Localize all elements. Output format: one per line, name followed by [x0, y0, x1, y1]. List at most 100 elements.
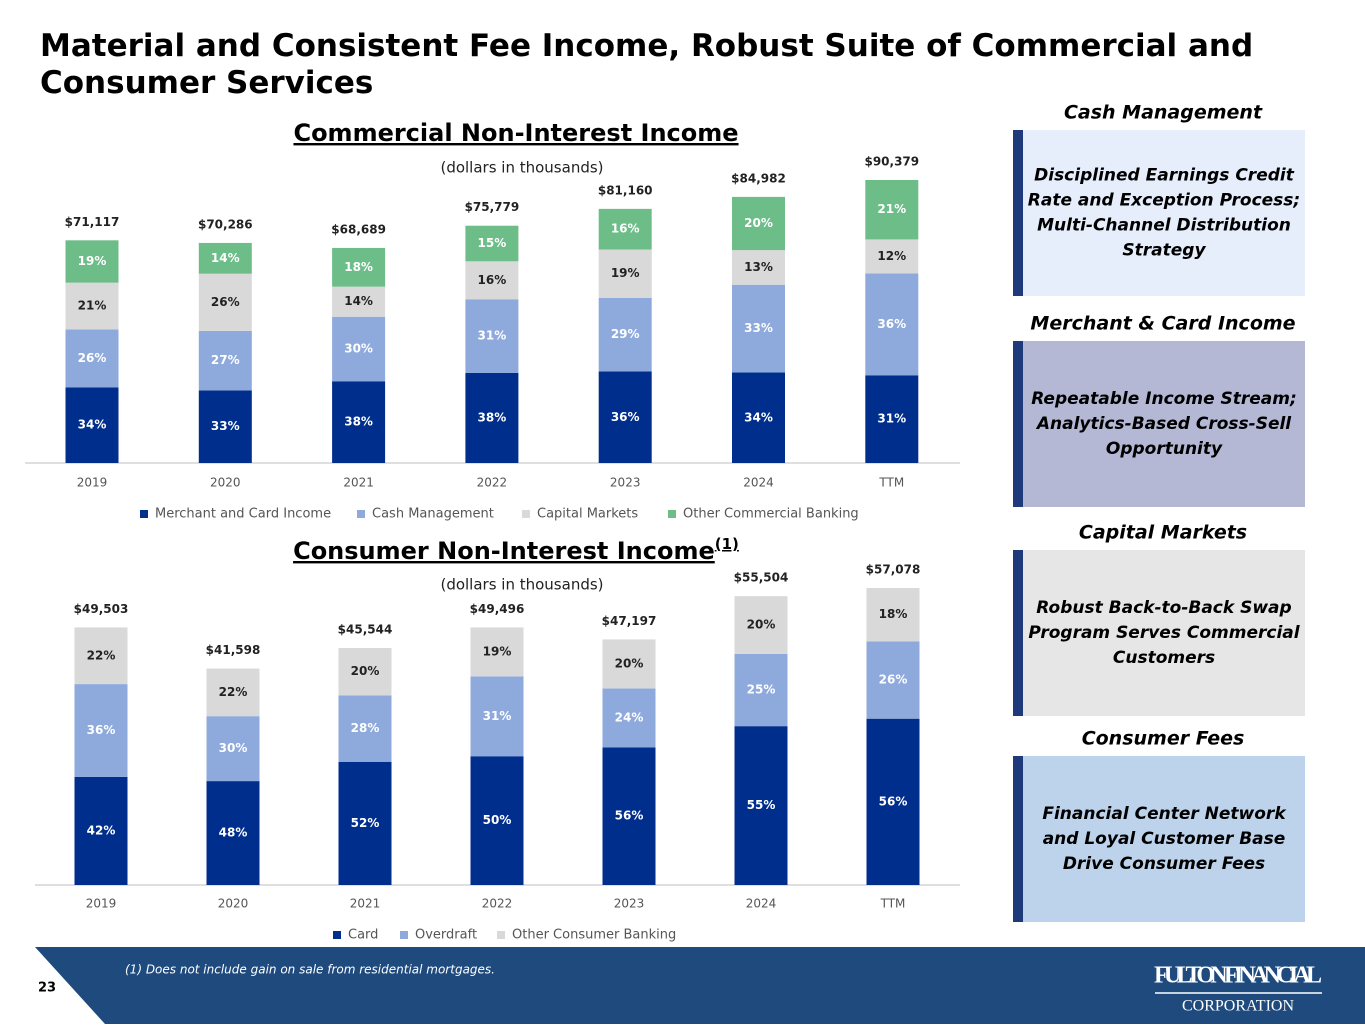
- chart-title: Commercial Non-Interest Income: [293, 119, 738, 147]
- bar-segment: [338, 761, 392, 885]
- bar-segment: [74, 684, 128, 777]
- total-label: $84,982: [731, 171, 786, 185]
- legend-swatch: [333, 931, 341, 939]
- total-label: $68,689: [331, 222, 386, 236]
- bar-segment: [332, 286, 386, 317]
- bar-segment: [732, 196, 785, 251]
- bar-segment: [332, 381, 386, 463]
- footer-band: [35, 947, 1365, 1024]
- logo-name: FULTON FINANCIAL: [1154, 963, 1322, 989]
- value-label: 20%: [615, 656, 644, 670]
- panel-text: Opportunity: [1106, 439, 1223, 459]
- bar-segment: [865, 273, 919, 376]
- value-label: 28%: [351, 721, 380, 735]
- value-label: 18%: [344, 260, 373, 274]
- x-tick-label: 2024: [743, 476, 774, 490]
- bar-segment: [332, 316, 386, 382]
- bar-segment: [598, 249, 652, 298]
- value-label: 21%: [877, 202, 906, 216]
- panel-heading: Capital Markets: [1079, 522, 1247, 544]
- value-label: 20%: [744, 216, 773, 230]
- bar-segment: [65, 387, 119, 463]
- bar-segment: [865, 239, 919, 274]
- panel-heading: Merchant & Card Income: [1030, 313, 1295, 335]
- value-label: 42%: [87, 823, 116, 837]
- legend-swatch: [497, 931, 505, 939]
- value-label: 34%: [744, 410, 773, 424]
- bar-segment: [732, 284, 785, 373]
- x-tick-label: 2022: [477, 476, 508, 490]
- value-label: 19%: [78, 254, 107, 268]
- value-label: 36%: [87, 723, 116, 737]
- value-label: 27%: [211, 353, 240, 367]
- bar-segment: [732, 372, 785, 463]
- x-tick-label: 2022: [482, 897, 513, 911]
- panel-accent: [1013, 756, 1023, 922]
- chart-title: Consumer Non-Interest Income(1): [293, 535, 739, 566]
- x-tick-label: 2021: [350, 897, 381, 911]
- x-tick-label: 2023: [610, 476, 641, 490]
- bar-segment: [734, 596, 788, 654]
- value-label: 20%: [747, 618, 776, 632]
- panel-accent: [1013, 550, 1023, 716]
- bar-segment: [602, 688, 656, 748]
- value-label: 24%: [615, 711, 644, 725]
- x-tick-label: 2019: [86, 897, 117, 911]
- value-label: 25%: [747, 683, 776, 697]
- value-label: 56%: [879, 794, 908, 808]
- x-tick-label: TTM: [878, 476, 904, 490]
- bar-segment: [598, 297, 652, 372]
- panel-box: [1013, 341, 1305, 507]
- total-label: $75,779: [465, 200, 520, 214]
- bar-segment: [338, 695, 392, 762]
- total-label: $70,286: [198, 217, 253, 231]
- total-label: $90,379: [864, 155, 919, 169]
- value-label: 38%: [478, 410, 507, 424]
- legend-swatch: [522, 510, 530, 518]
- bar-segment: [465, 299, 519, 373]
- panel-box: [1013, 756, 1305, 922]
- panel-text: Disciplined Earnings Credit: [1034, 166, 1295, 186]
- chart-subtitle: (dollars in thousands): [440, 159, 603, 177]
- value-label: 22%: [219, 685, 248, 699]
- slide-title: Material and Consistent Fee Income, Robu…: [40, 28, 1253, 101]
- panel-text: Financial Center Network: [1042, 804, 1287, 824]
- bar-segment: [470, 676, 524, 757]
- panel-box: [1013, 130, 1305, 296]
- legend-label: Overdraft: [415, 928, 477, 943]
- legend-swatch: [140, 510, 148, 518]
- legend-swatch: [400, 931, 408, 939]
- panel-box: [1013, 550, 1305, 716]
- x-tick-label: TTM: [880, 897, 906, 911]
- value-label: 36%: [611, 410, 640, 424]
- total-label: $49,496: [470, 602, 525, 616]
- panel-text: Program Serves Commercial: [1028, 623, 1300, 643]
- value-label: 31%: [478, 329, 507, 343]
- legend-label: Other Consumer Banking: [512, 928, 676, 943]
- value-label: 14%: [344, 294, 373, 308]
- bar-segment: [74, 627, 128, 685]
- panel-heading: Cash Management: [1064, 102, 1263, 124]
- x-tick-label: 2024: [746, 897, 777, 911]
- panel-text: and Loyal Customer Base: [1043, 829, 1286, 849]
- value-label: 22%: [87, 648, 116, 662]
- page-number: 23: [38, 981, 56, 996]
- bar-segment: [332, 247, 386, 287]
- value-label: 13%: [744, 260, 773, 274]
- bar-segment: [734, 653, 788, 727]
- bar-segment: [465, 261, 519, 300]
- value-label: 31%: [877, 412, 906, 426]
- total-label: $41,598: [206, 643, 261, 657]
- bar-segment: [65, 329, 119, 388]
- value-label: 19%: [483, 644, 512, 658]
- value-label: 50%: [483, 813, 512, 827]
- value-label: 33%: [744, 321, 773, 335]
- bar-segment: [465, 225, 519, 262]
- legend-label: Capital Markets: [537, 507, 638, 522]
- bar-segment: [206, 781, 260, 885]
- bar-segment: [198, 242, 252, 274]
- x-tick-label: 2023: [614, 897, 645, 911]
- value-label: 30%: [344, 342, 373, 356]
